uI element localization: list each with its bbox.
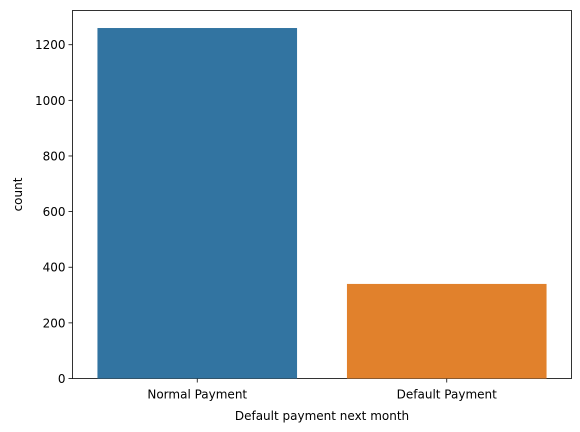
x-tick-label: Normal Payment [147,388,247,402]
y-axis-ticks: 0 200 400 600 800 1000 1200 [35,38,73,386]
y-tick-label: 200 [43,316,66,330]
y-tick-label: 0 [58,372,66,386]
y-tick-label: 1200 [35,38,66,52]
bars-group [97,28,547,379]
y-tick-label: 1000 [35,94,66,108]
x-tick-label: Default Payment [397,388,497,402]
x-axis-ticks: Normal Payment Default Payment [147,378,497,402]
bar-normal-payment [97,28,298,379]
x-axis-label: Default payment next month [235,409,409,423]
bar-default-payment [346,283,547,379]
y-tick-label: 800 [43,149,66,163]
y-axis-label: count [11,177,25,211]
y-tick-label: 400 [43,261,66,275]
plot-area [72,10,572,379]
y-tick-label: 600 [43,205,66,219]
